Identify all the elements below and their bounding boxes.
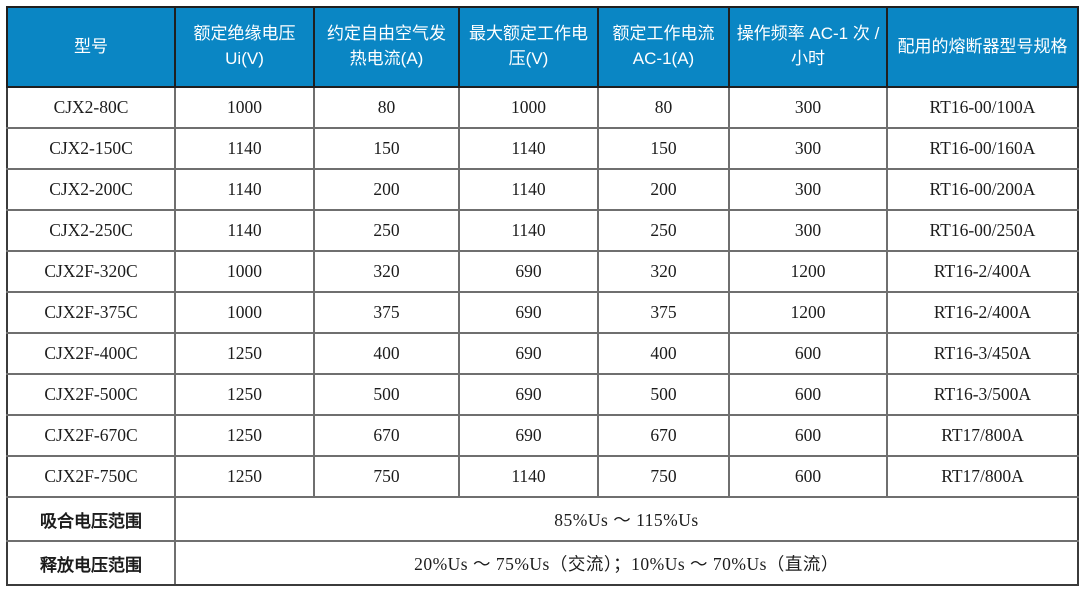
table-row: CJX2-80C 1000 80 1000 80 300 RT16-00/100… (6, 86, 1079, 129)
table-row: CJX2F-500C 1250 500 690 500 600 RT16-3/5… (6, 373, 1079, 416)
fuse-cell: RT16-2/400A (886, 250, 1079, 293)
table-cell: 1250 (174, 414, 315, 457)
contactor-spec-table: 型号 额定绝缘电压 Ui(V) 约定自由空气发热电流(A) 最大额定工作电压(V… (6, 6, 1079, 586)
table-cell: 1140 (174, 127, 315, 170)
table-cell: 750 (597, 455, 730, 498)
table-row: CJX2-150C 1140 150 1140 150 300 RT16-00/… (6, 127, 1079, 170)
table-cell: 1000 (174, 291, 315, 334)
table-cell: 500 (597, 373, 730, 416)
table-row: CJX2-250C 1140 250 1140 250 300 RT16-00/… (6, 209, 1079, 252)
table-cell: 300 (728, 168, 888, 211)
table-row: CJX2F-750C 1250 750 1140 750 600 RT17/80… (6, 455, 1079, 498)
col-header-max-working-voltage: 最大额定工作电压(V) (458, 6, 599, 88)
fuse-cell: RT16-00/160A (886, 127, 1079, 170)
table-cell: 500 (313, 373, 460, 416)
footer-row-release-voltage: 释放电压范围 20%Us ～ 75%Us（交流）；10%Us ～ 70%Us（直… (6, 540, 1079, 586)
table-cell: 670 (313, 414, 460, 457)
table-cell: 320 (313, 250, 460, 293)
col-header-model: 型号 (6, 6, 176, 88)
table-cell: 1000 (174, 86, 315, 129)
pickup-voltage-label: 吸合电压范围 (6, 496, 176, 542)
table-cell: 250 (313, 209, 460, 252)
table-cell: 320 (597, 250, 730, 293)
fuse-cell: RT16-3/500A (886, 373, 1079, 416)
table-cell: 375 (313, 291, 460, 334)
footer-row-pickup-voltage: 吸合电压范围 85%Us ～ 115%Us (6, 496, 1079, 542)
fuse-cell: RT17/800A (886, 414, 1079, 457)
table-cell: 690 (458, 291, 599, 334)
table-cell: 600 (728, 373, 888, 416)
table-cell: 200 (597, 168, 730, 211)
table-cell: 400 (597, 332, 730, 375)
table-cell: 1000 (174, 250, 315, 293)
table-cell: 300 (728, 209, 888, 252)
fuse-cell: RT16-00/200A (886, 168, 1079, 211)
model-cell: CJX2-80C (6, 86, 176, 129)
table-cell: 1140 (458, 209, 599, 252)
col-header-fuse-spec: 配用的熔断器型号规格 (886, 6, 1079, 88)
table-cell: 600 (728, 455, 888, 498)
table-cell: 1140 (174, 209, 315, 252)
table-cell: 1140 (458, 455, 599, 498)
pickup-voltage-value: 85%Us ～ 115%Us (174, 496, 1079, 542)
table-row: CJX2F-320C 1000 320 690 320 1200 RT16-2/… (6, 250, 1079, 293)
table-cell: 375 (597, 291, 730, 334)
table-cell: 80 (313, 86, 460, 129)
table-row: CJX2F-670C 1250 670 690 670 600 RT17/800… (6, 414, 1079, 457)
fuse-cell: RT17/800A (886, 455, 1079, 498)
table-cell: 300 (728, 86, 888, 129)
table-cell: 750 (313, 455, 460, 498)
table-row: CJX2F-400C 1250 400 690 400 600 RT16-3/4… (6, 332, 1079, 375)
fuse-cell: RT16-00/100A (886, 86, 1079, 129)
table-cell: 1140 (458, 127, 599, 170)
table-cell: 600 (728, 414, 888, 457)
table-cell: 250 (597, 209, 730, 252)
table-cell: 150 (313, 127, 460, 170)
table-cell: 1250 (174, 373, 315, 416)
table-cell: 80 (597, 86, 730, 129)
table-cell: 1200 (728, 250, 888, 293)
table-cell: 690 (458, 250, 599, 293)
table-cell: 690 (458, 414, 599, 457)
fuse-cell: RT16-2/400A (886, 291, 1079, 334)
table-cell: 1200 (728, 291, 888, 334)
col-header-insulation-voltage: 额定绝缘电压 Ui(V) (174, 6, 315, 88)
table-cell: 600 (728, 332, 888, 375)
model-cell: CJX2F-670C (6, 414, 176, 457)
table-row: CJX2F-375C 1000 375 690 375 1200 RT16-2/… (6, 291, 1079, 334)
table-cell: 690 (458, 373, 599, 416)
release-voltage-label: 释放电压范围 (6, 540, 176, 586)
table-cell: 1000 (458, 86, 599, 129)
table-cell: 400 (313, 332, 460, 375)
table-cell: 300 (728, 127, 888, 170)
fuse-cell: RT16-00/250A (886, 209, 1079, 252)
col-header-operating-frequency: 操作频率 AC-1 次 / 小时 (728, 6, 888, 88)
table-cell: 690 (458, 332, 599, 375)
model-cell: CJX2-200C (6, 168, 176, 211)
table-cell: 1140 (458, 168, 599, 211)
table-cell: 200 (313, 168, 460, 211)
fuse-cell: RT16-3/450A (886, 332, 1079, 375)
col-header-rated-current-ac1: 额定工作电流 AC-1(A) (597, 6, 730, 88)
model-cell: CJX2F-375C (6, 291, 176, 334)
table-row: CJX2-200C 1140 200 1140 200 300 RT16-00/… (6, 168, 1079, 211)
model-cell: CJX2F-320C (6, 250, 176, 293)
col-header-thermal-current: 约定自由空气发热电流(A) (313, 6, 460, 88)
header-row: 型号 额定绝缘电压 Ui(V) 约定自由空气发热电流(A) 最大额定工作电压(V… (6, 6, 1079, 88)
model-cell: CJX2F-400C (6, 332, 176, 375)
release-voltage-value: 20%Us ～ 75%Us（交流）；10%Us ～ 70%Us（直流） (174, 540, 1079, 586)
table-cell: 670 (597, 414, 730, 457)
table-cell: 1140 (174, 168, 315, 211)
table-cell: 1250 (174, 455, 315, 498)
model-cell: CJX2F-750C (6, 455, 176, 498)
model-cell: CJX2-150C (6, 127, 176, 170)
model-cell: CJX2-250C (6, 209, 176, 252)
model-cell: CJX2F-500C (6, 373, 176, 416)
table-cell: 1250 (174, 332, 315, 375)
table-cell: 150 (597, 127, 730, 170)
